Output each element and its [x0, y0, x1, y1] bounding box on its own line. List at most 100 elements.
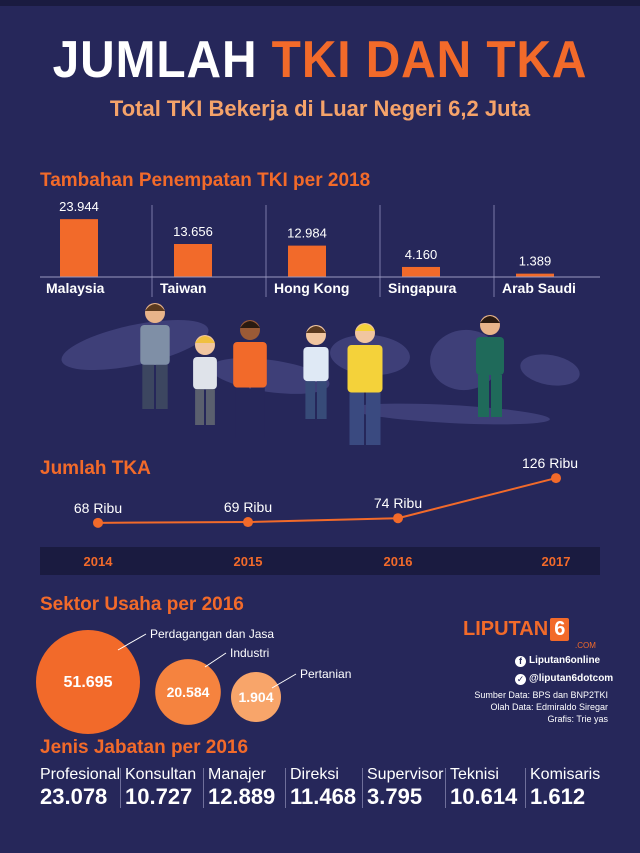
tki-value-label: 1.389 [519, 254, 552, 269]
tka-point [393, 513, 403, 524]
twitter-handle: ✓ @liputan6dotcom [515, 673, 614, 685]
sektor-category-label: Perdagangan dan Jasa [150, 627, 274, 641]
jabatan-item: Manajer 12.889 [208, 766, 275, 810]
tka-point [243, 517, 253, 528]
jabatan-name: Komisaris [530, 766, 601, 783]
brand-logo: LIPUTAN 6 [463, 618, 570, 641]
worker-leg [206, 389, 215, 425]
tki-bar [174, 243, 212, 277]
tki-category-label: Arab Saudi [502, 280, 576, 296]
worker-torso [193, 357, 217, 390]
sektor-bubble [36, 630, 140, 734]
sektor-bubble-chart: 51.695 20.584 1.904 Perdagangan dan Jasa Ind… [36, 627, 351, 734]
jabatan-item: Profesional 23.078 [40, 766, 120, 810]
credit-source: Sumber Data: BPS dan BNP2TKI [474, 690, 608, 700]
tka-point [93, 517, 103, 528]
tki-category-label: Hong Kong [274, 280, 349, 296]
tki-value-label: 13.656 [173, 224, 213, 239]
worker-hair [240, 321, 260, 328]
sektor-leader-line [204, 652, 227, 668]
tka-value-label: 68 Ribu [74, 500, 122, 516]
jabatan-item: Teknisi 10.614 [450, 766, 517, 810]
jabatan-divider [120, 768, 121, 808]
tka-timeline-band [40, 547, 600, 575]
tka-value-label: 69 Ribu [224, 499, 272, 515]
jabatan-name: Supervisor [367, 766, 444, 783]
worker-leg [235, 387, 249, 438]
credit-data: Olah Data: Edmiraldo Siregar [490, 702, 608, 712]
jabatan-item: Direksi 11.468 [290, 766, 356, 810]
brand-name: LIPUTAN [463, 618, 549, 640]
sektor-leader-line [271, 673, 297, 689]
map-island [520, 354, 580, 386]
tki-value-label: 12.984 [287, 226, 327, 241]
jabatan-divider [203, 768, 204, 808]
jabatan-divider [445, 768, 446, 808]
worker-leg [491, 375, 502, 417]
worker-leg [478, 375, 489, 417]
jabatan-section-title: Jenis Jabatan per 2016 [40, 737, 249, 758]
sektor-leader-line [117, 633, 147, 651]
worker-torso [140, 325, 170, 365]
tka-year-label: 2015 [234, 554, 263, 569]
jabatan-item: Supervisor 3.795 [367, 766, 443, 810]
tki-bar-chart: 23.944 Malaysia 13.656 Taiwan 12.984 Hong Kon… [40, 199, 600, 445]
sektor-section-title: Sektor Usaha per 2016 [40, 594, 244, 615]
credit-graphic: Grafis: Trie yas [547, 714, 608, 724]
tka-section-title: Jumlah TKA [40, 458, 151, 479]
tki-bar [402, 266, 440, 277]
tka-line-chart: 68 Ribu 2014 69 Ribu 2015 74 Ribu 2016 126 Rib… [40, 455, 600, 575]
tka-year-label: 2017 [542, 554, 571, 569]
tka-point [551, 473, 561, 484]
facebook-icon: f [515, 656, 526, 667]
brand-domain: .COM [575, 641, 596, 650]
worker-hair [355, 324, 375, 331]
map-island [61, 319, 209, 371]
worker-hair [145, 304, 165, 311]
jabatan-divider [362, 768, 363, 808]
worker-torso [347, 345, 383, 393]
worker-hair [195, 336, 215, 343]
sektor-value-label: 1.904 [238, 689, 273, 705]
worker-hair [306, 326, 326, 333]
worker-torso [476, 337, 504, 375]
page-title: JUMLAH TKI DAN TKA [26, 30, 615, 90]
sektor-value-label: 51.695 [64, 674, 113, 691]
tka-year-label: 2016 [384, 554, 413, 569]
worker-leg [251, 387, 265, 438]
tki-category-label: Taiwan [160, 280, 206, 296]
tki-value-label: 4.160 [405, 247, 438, 262]
sektor-category-label: Industri [230, 646, 269, 660]
jabatan-value: 12.889 [208, 784, 276, 809]
title-orange: TKI DAN TKA [271, 31, 588, 89]
sektor-value-label: 20.584 [167, 684, 210, 700]
top-strip [0, 0, 640, 6]
jabatan-name: Teknisi [450, 766, 499, 783]
facebook-handle: f Liputan6online [515, 655, 600, 667]
jabatan-value: 10.727 [125, 784, 193, 809]
jabatan-name: Konsultan [125, 766, 197, 783]
jabatan-name: Profesional [40, 766, 121, 783]
jabatan-item: Konsultan 10.727 [125, 766, 196, 810]
worker-leg [349, 392, 364, 445]
tki-value-label: 23.944 [59, 199, 99, 214]
tka-value-label: 74 Ribu [374, 495, 422, 511]
tki-bar [516, 273, 554, 277]
sektor-category-label: Pertanian [300, 667, 351, 681]
tki-bar [60, 219, 98, 277]
worker-leg [142, 364, 154, 409]
jabatan-item: Komisaris 1.612 [530, 766, 600, 810]
jabatan-divider [285, 768, 286, 808]
sektor-bubble [231, 672, 281, 722]
tki-section-title: Tambahan Penempatan TKI per 2018 [40, 170, 371, 191]
jabatan-divider [525, 768, 526, 808]
worker-torso [303, 347, 329, 382]
twitter-icon: ✓ [515, 674, 526, 685]
worker-leg [317, 381, 327, 419]
tka-value-label: 126 Ribu [522, 455, 578, 471]
worker-leg [366, 392, 381, 445]
worker-leg [195, 389, 204, 425]
worker-hair [480, 316, 500, 323]
tki-category-label: Singapura [388, 280, 457, 296]
jabatan-name: Manajer [208, 766, 266, 783]
